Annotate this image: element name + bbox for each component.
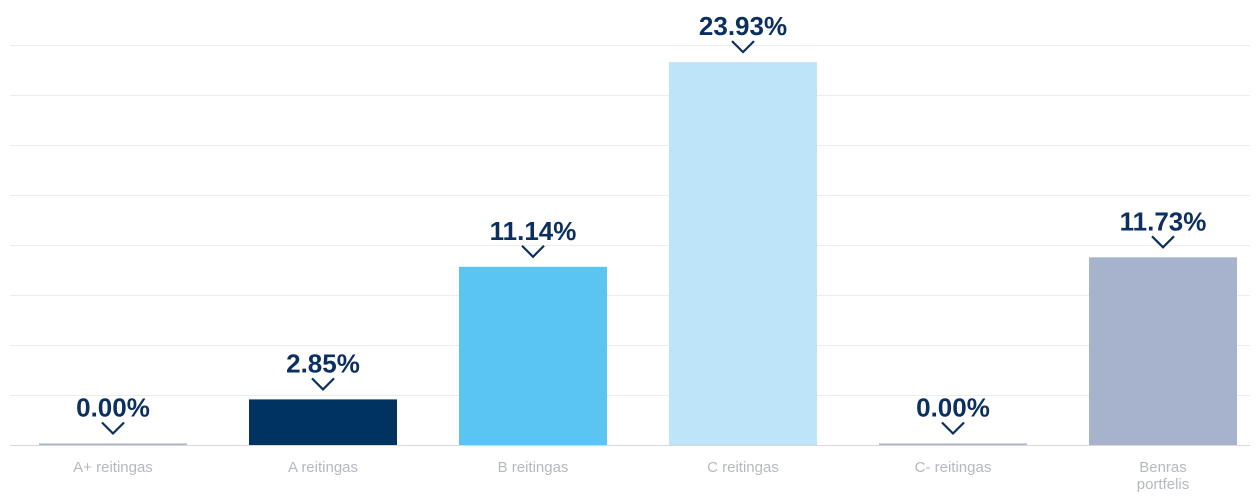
- value-labels: 0.00% 2.85% 11.14% 23.93% 0.00% 11.73%: [76, 11, 1207, 436]
- tick-label-line: Benras: [1139, 459, 1187, 476]
- tick-label-line: C- reitingas: [915, 459, 992, 476]
- bar: [39, 443, 187, 445]
- value-pointer-icon: [311, 377, 335, 391]
- tick-label-line: portfelis: [1137, 476, 1190, 493]
- tick-label-line: A+ reitingas: [73, 459, 153, 476]
- bar: [879, 443, 1027, 445]
- tick-label: B reitingas: [498, 459, 569, 476]
- bar: [1089, 257, 1237, 445]
- value-pointer-icon: [1151, 235, 1175, 249]
- value-pointer-icon: [941, 421, 965, 436]
- value-pointer-icon: [101, 421, 125, 436]
- gridlines: [10, 45, 1250, 446]
- data-label: 11.73%: [1120, 206, 1207, 236]
- data-label: 0.00%: [916, 393, 990, 423]
- tick-label-line: A reitingas: [288, 459, 358, 476]
- bar: [459, 266, 607, 445]
- tick-label-line: B reitingas: [498, 459, 569, 476]
- tick-label: Benras portfelis: [1137, 459, 1190, 493]
- tick-label: A reitingas: [288, 459, 358, 476]
- bars: [39, 62, 1237, 445]
- bar: [249, 399, 397, 445]
- category-labels: A+ reitingas A reitingas B reitingas C reit…: [73, 459, 1189, 493]
- tick-label-line: C reitingas: [707, 459, 779, 476]
- bar: [669, 62, 817, 445]
- tick-label: A+ reitingas: [73, 459, 153, 476]
- value-pointer-icon: [731, 40, 755, 54]
- data-label: 23.93%: [699, 11, 787, 41]
- tick-label: C- reitingas: [915, 459, 992, 476]
- data-label: 0.00%: [76, 393, 150, 423]
- data-label: 2.85%: [286, 348, 360, 378]
- value-pointer-icon: [521, 244, 545, 259]
- tick-label: C reitingas: [707, 459, 779, 476]
- data-label: 11.14%: [490, 216, 577, 246]
